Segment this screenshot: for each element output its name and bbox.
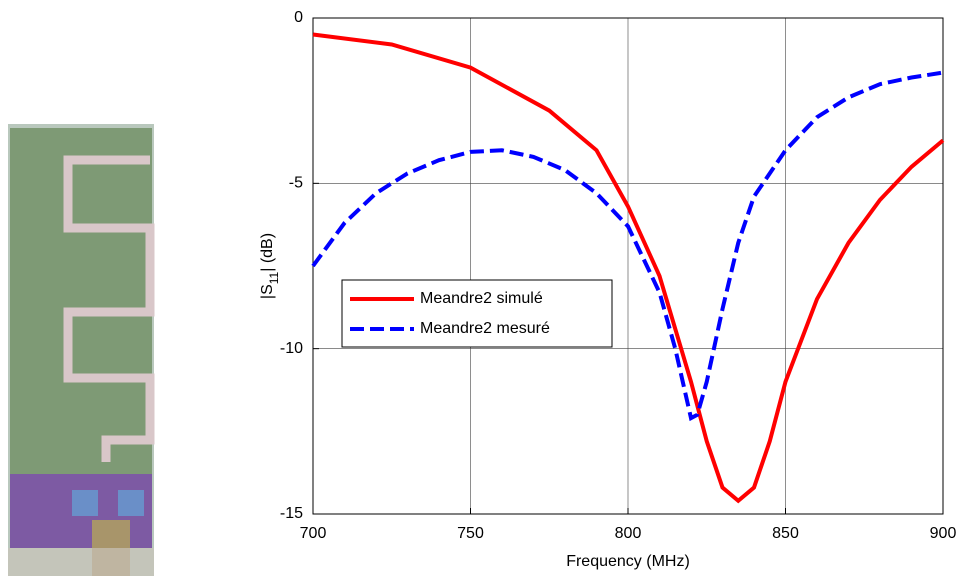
photo-bottom xyxy=(8,548,154,576)
y-label-part: |S xyxy=(259,284,276,299)
x-tick-label: 850 xyxy=(772,525,799,542)
series-line xyxy=(311,70,944,422)
legend-label: Meandre2 mesuré xyxy=(420,320,550,337)
y-tick-label: -15 xyxy=(280,505,303,522)
screw xyxy=(72,490,98,516)
y-label-sub: 11 xyxy=(267,271,281,284)
y-tick-label: -10 xyxy=(280,340,303,357)
legend-label: Meandre2 simulé xyxy=(420,290,543,307)
y-axis-label: |S11| (dB) xyxy=(259,233,281,299)
x-tick-label: 900 xyxy=(930,525,957,542)
legend-box xyxy=(341,279,613,348)
y-tick-label: 0 xyxy=(294,9,303,26)
antenna-photo xyxy=(8,124,155,576)
x-tick-label: 800 xyxy=(615,525,642,542)
x-axis-label: Frequency (MHz) xyxy=(566,553,690,570)
pcb-board xyxy=(10,128,152,474)
y-label-part: | (dB) xyxy=(259,233,276,272)
meander-trace xyxy=(63,155,155,462)
legend: Meandre2 simulé Meandre2 mesuré xyxy=(341,279,613,348)
y-tick-label: -5 xyxy=(289,175,303,192)
series-line xyxy=(312,32,945,504)
screw xyxy=(118,490,144,516)
x-tick-label: 700 xyxy=(300,525,327,542)
x-tick-label: 750 xyxy=(457,525,484,542)
